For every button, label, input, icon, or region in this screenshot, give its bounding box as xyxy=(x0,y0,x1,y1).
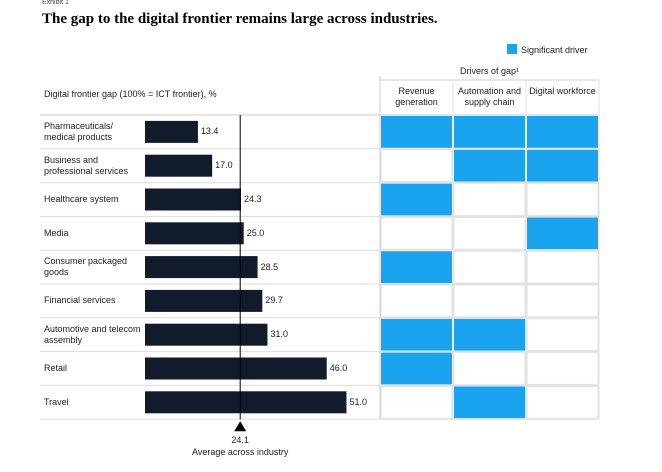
category-label: Business and professional services xyxy=(44,154,129,176)
driver-cell xyxy=(526,385,599,419)
average-marker xyxy=(234,421,247,432)
category-label: Retail xyxy=(44,363,68,373)
driver-cell xyxy=(453,183,526,216)
driver-cell xyxy=(453,284,526,318)
category-label: Media xyxy=(44,227,69,238)
matrix-title: Drivers of gap¹ xyxy=(459,66,520,76)
value-label: 24.3 xyxy=(243,194,262,204)
driver-cell xyxy=(527,116,598,148)
driver-cell xyxy=(526,183,599,216)
driver-cell xyxy=(453,216,526,250)
driver-cell xyxy=(380,149,453,183)
column-header: Revenue generation xyxy=(395,86,438,107)
value-label: 17.0 xyxy=(215,160,233,171)
driver-cell xyxy=(381,251,452,283)
bar xyxy=(145,222,244,245)
bar xyxy=(145,120,198,143)
bar xyxy=(145,323,268,346)
driver-cell xyxy=(454,318,525,351)
value-label: 31.0 xyxy=(270,329,288,340)
driver-cell xyxy=(526,318,599,352)
driver-cell xyxy=(381,318,452,351)
driver-cell xyxy=(380,385,453,419)
driver-cell xyxy=(453,250,526,284)
average-value: 24.1 xyxy=(231,435,249,446)
bar xyxy=(145,391,347,414)
value-label: 51.0 xyxy=(349,396,367,407)
bar xyxy=(145,357,327,380)
column-header: Automation and supply chain xyxy=(457,86,522,107)
legend-swatch xyxy=(507,44,517,54)
category-label: Pharmaceuticals/ medical products xyxy=(44,120,114,142)
value-label: 29.7 xyxy=(265,295,283,306)
driver-cell xyxy=(454,149,525,182)
exhibit-label: Exhibit 1 xyxy=(42,0,69,6)
driver-cell xyxy=(527,217,598,250)
axis-label: Digital frontier gap (100% = ICT frontie… xyxy=(44,89,217,99)
driver-cell xyxy=(381,183,452,216)
category-label: Financial services xyxy=(44,295,116,306)
bar xyxy=(145,289,263,312)
driver-cell xyxy=(526,284,599,318)
category-label: Consumer packaged goods xyxy=(44,256,128,278)
driver-cell xyxy=(454,386,525,419)
value-label: 46.0 xyxy=(329,363,348,373)
category-label: Travel xyxy=(44,396,69,407)
chart-title: The gap to the digital frontier remains … xyxy=(42,11,438,27)
driver-cell xyxy=(454,116,525,148)
driver-cell xyxy=(453,352,526,385)
value-label: 13.4 xyxy=(200,126,219,137)
category-label: Automotive and telecom assembly xyxy=(44,323,141,345)
driver-cell xyxy=(380,284,453,318)
driver-cell xyxy=(527,149,598,182)
bar xyxy=(145,154,213,177)
average-label: Average across industry xyxy=(191,447,289,458)
bar xyxy=(145,256,258,279)
value-label: 28.5 xyxy=(260,261,279,272)
driver-cell xyxy=(526,352,599,385)
driver-cell xyxy=(381,352,452,385)
column-header: Digital workforce xyxy=(529,86,596,96)
driver-cell xyxy=(526,250,599,284)
bar xyxy=(145,188,241,211)
driver-cell xyxy=(381,116,452,148)
category-label: Healthcare system xyxy=(44,194,119,204)
legend-label: Significant driver xyxy=(521,45,588,55)
value-label: 25.0 xyxy=(246,227,265,238)
driver-cell xyxy=(380,216,453,250)
